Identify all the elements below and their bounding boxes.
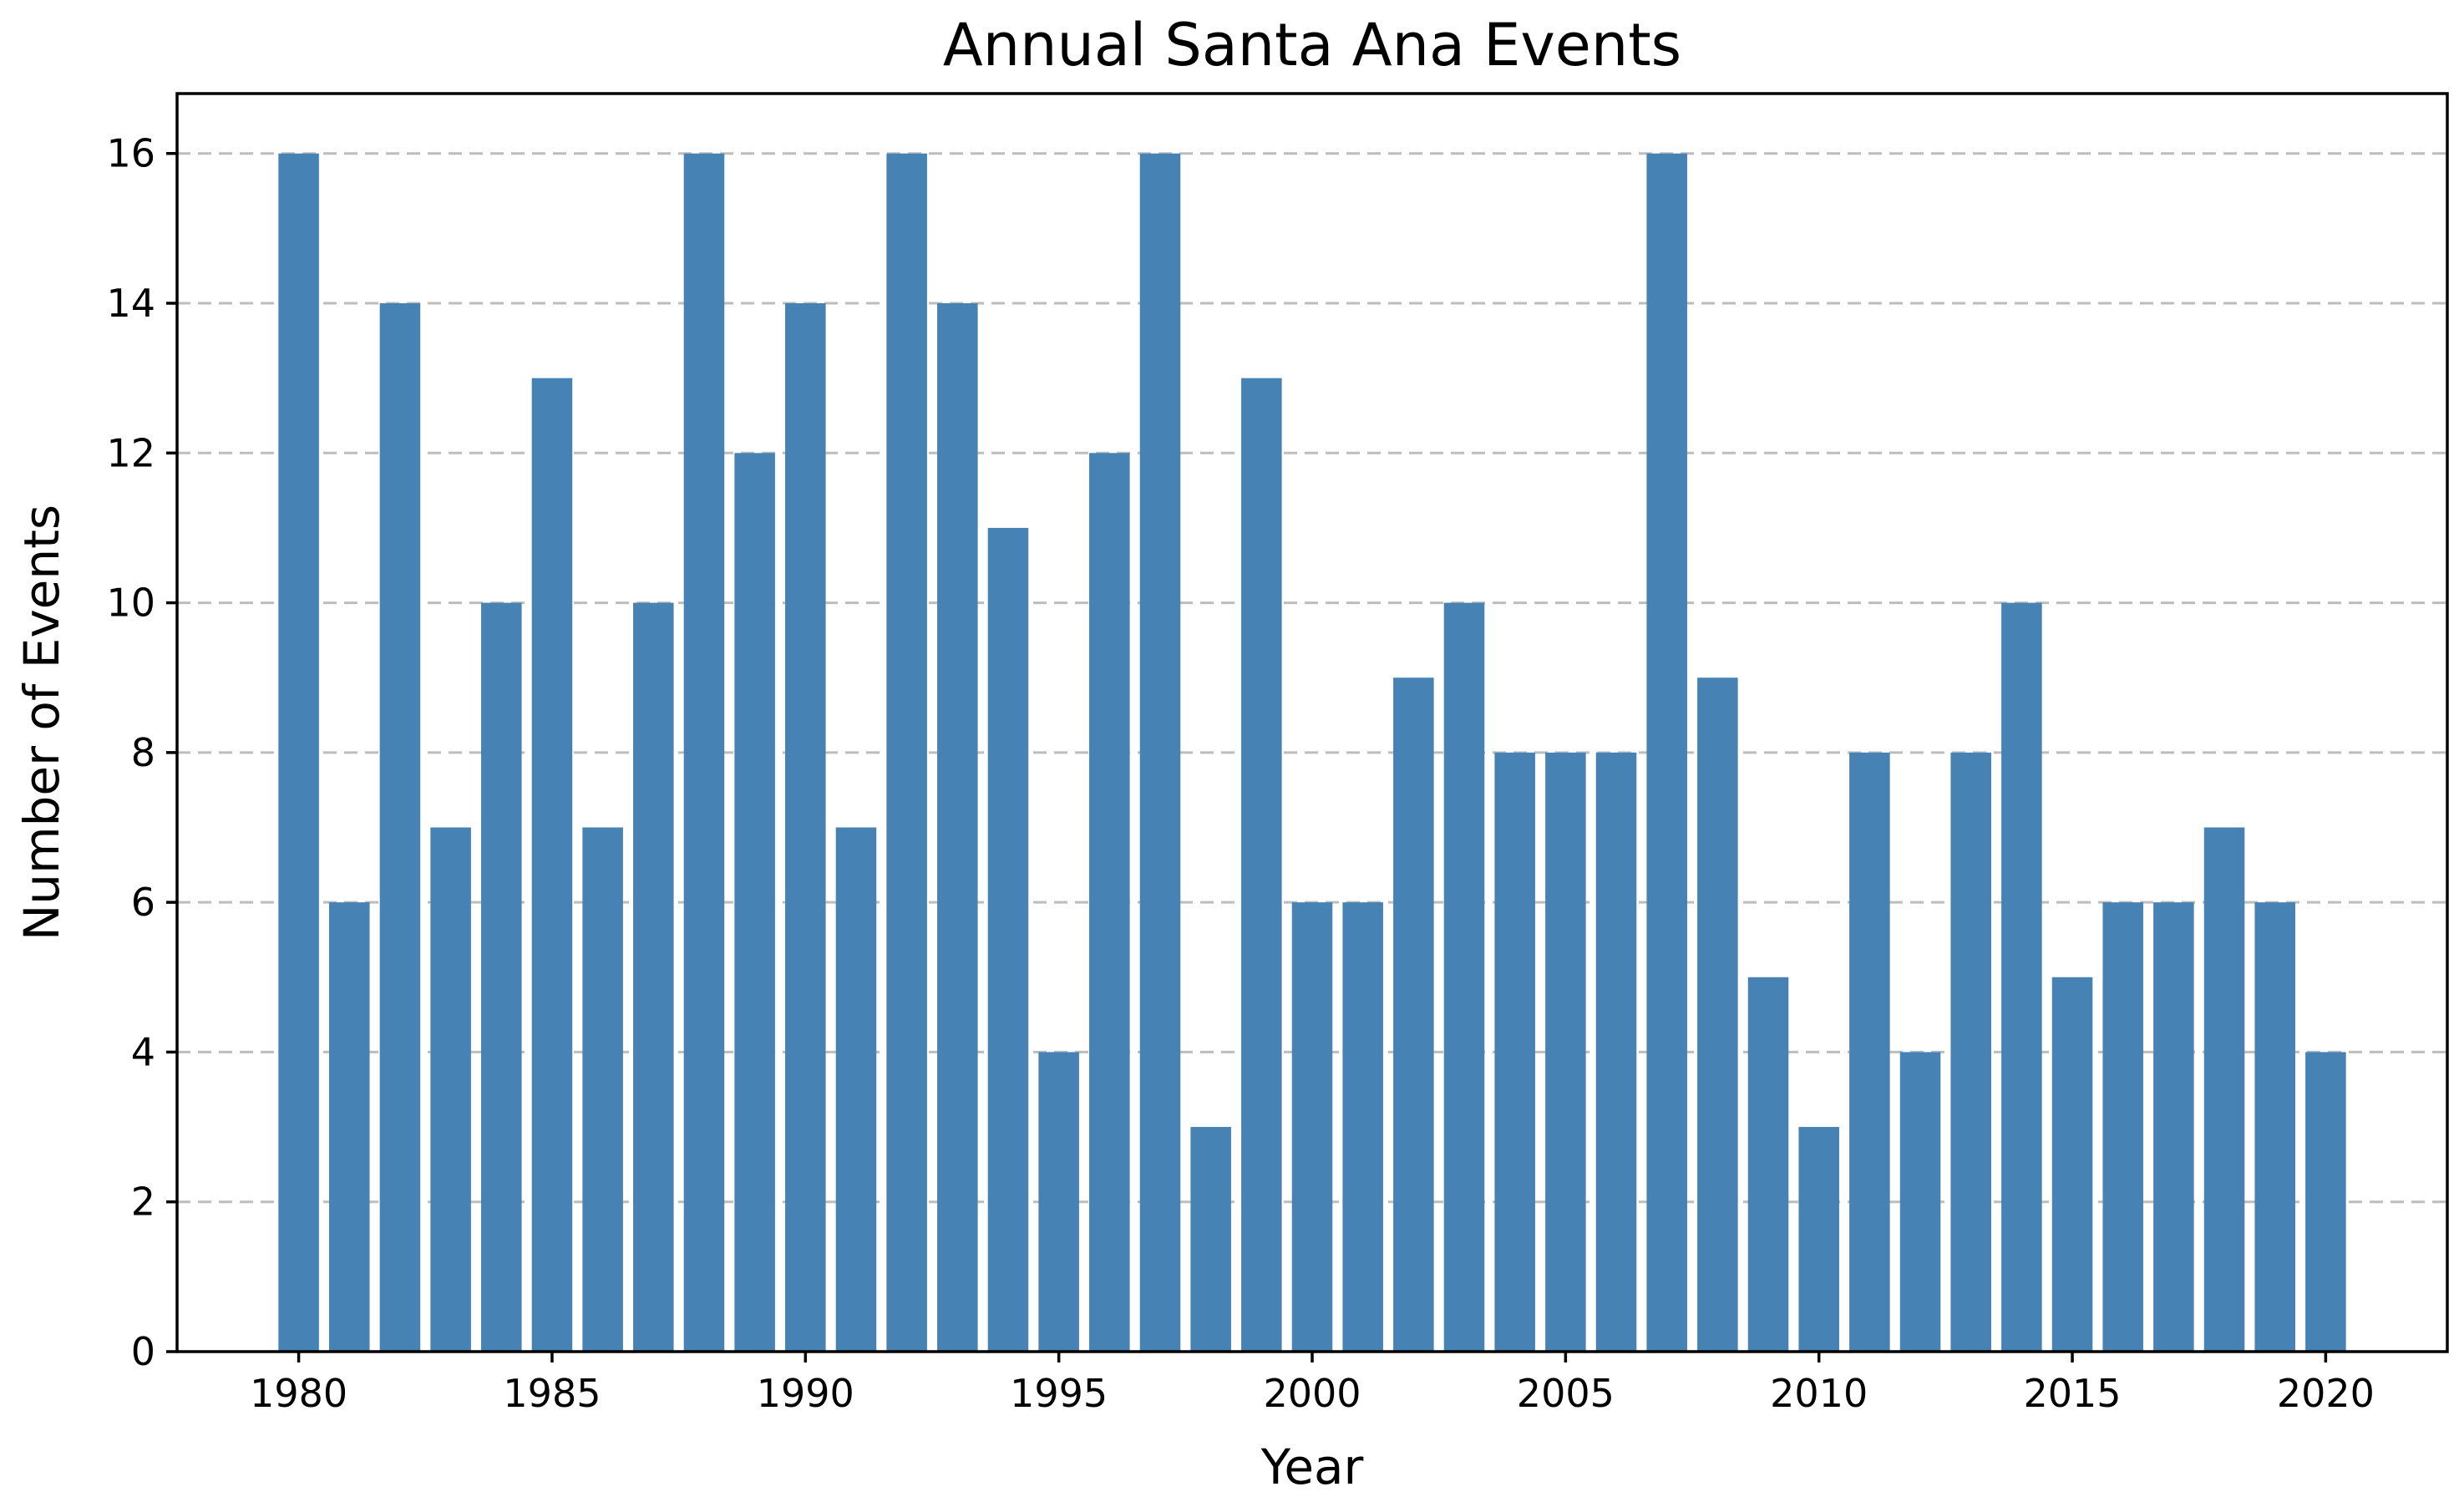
bars: [278, 153, 2346, 1352]
x-tick-label-2000: 2000: [1263, 1371, 1361, 1416]
bar-2005: [1545, 752, 1586, 1352]
bar-1989: [734, 453, 775, 1352]
bar-1984: [481, 602, 522, 1352]
bar-1999: [1241, 378, 1282, 1352]
bar-2000: [1291, 902, 1333, 1352]
x-tick-label-1985: 1985: [503, 1371, 601, 1416]
bar-2008: [1697, 677, 1738, 1352]
bar-1985: [531, 378, 573, 1352]
bar-1987: [633, 602, 674, 1352]
bar-1988: [683, 153, 725, 1352]
y-tick-label-16: 16: [106, 131, 155, 176]
bar-1991: [835, 827, 877, 1352]
bar-2013: [1950, 752, 1991, 1352]
bar-1995: [1038, 1052, 1079, 1352]
y-tick-label-0: 0: [131, 1329, 155, 1374]
bar-2009: [1747, 977, 1789, 1352]
bar-1996: [1089, 453, 1130, 1352]
chart-title: Annual Santa Ana Events: [943, 11, 1681, 79]
x-axis-ticks: 1980 1985 1990 1995 2000 2005 2010 2015 2020: [250, 1352, 2375, 1416]
y-tick-label-10: 10: [106, 581, 155, 626]
x-tick-label-2020: 2020: [2277, 1371, 2375, 1416]
y-tick-label-6: 6: [131, 880, 155, 925]
bar-2017: [2153, 902, 2194, 1352]
bar-1992: [886, 153, 927, 1352]
bar-1998: [1190, 1127, 1231, 1352]
bar-1994: [987, 527, 1029, 1352]
x-tick-label-1990: 1990: [757, 1371, 854, 1416]
y-axis-label: Number of Events: [13, 505, 70, 941]
bar-1993: [937, 303, 978, 1352]
bar-2018: [2203, 827, 2245, 1352]
bar-1986: [582, 827, 623, 1352]
bar-2006: [1595, 752, 1637, 1352]
bar-1981: [329, 902, 370, 1352]
bar-2010: [1798, 1127, 1839, 1352]
bar-2015: [2051, 977, 2093, 1352]
bar-2020: [2305, 1052, 2346, 1352]
y-tick-label-12: 12: [106, 430, 155, 475]
bar-2012: [1899, 1052, 1941, 1352]
x-tick-label-1980: 1980: [250, 1371, 347, 1416]
x-tick-label-2005: 2005: [1517, 1371, 1615, 1416]
bar-2011: [1849, 752, 1890, 1352]
y-tick-label-14: 14: [106, 281, 155, 326]
x-tick-label-2015: 2015: [2024, 1371, 2122, 1416]
bar-1990: [785, 303, 826, 1352]
bar-1983: [430, 827, 471, 1352]
bar-1997: [1139, 153, 1181, 1352]
bar-2019: [2254, 902, 2295, 1352]
y-tick-label-8: 8: [131, 730, 155, 775]
bar-2003: [1443, 602, 1485, 1352]
bar-2001: [1342, 902, 1383, 1352]
bar-1980: [278, 153, 319, 1352]
y-tick-label-4: 4: [131, 1029, 155, 1074]
y-axis-ticks: 0 2 4 6 8 10 12 14 16: [106, 131, 177, 1374]
x-tick-label-1995: 1995: [1010, 1371, 1108, 1416]
bar-2014: [2001, 602, 2042, 1352]
bar-2016: [2102, 902, 2143, 1352]
bar-2004: [1494, 752, 1535, 1352]
x-axis-label: Year: [1260, 1438, 1364, 1495]
bar-1982: [379, 303, 421, 1352]
y-tick-label-2: 2: [131, 1180, 155, 1225]
bar-2007: [1646, 153, 1687, 1352]
x-tick-label-2010: 2010: [1770, 1371, 1868, 1416]
bar-2002: [1393, 677, 1434, 1352]
